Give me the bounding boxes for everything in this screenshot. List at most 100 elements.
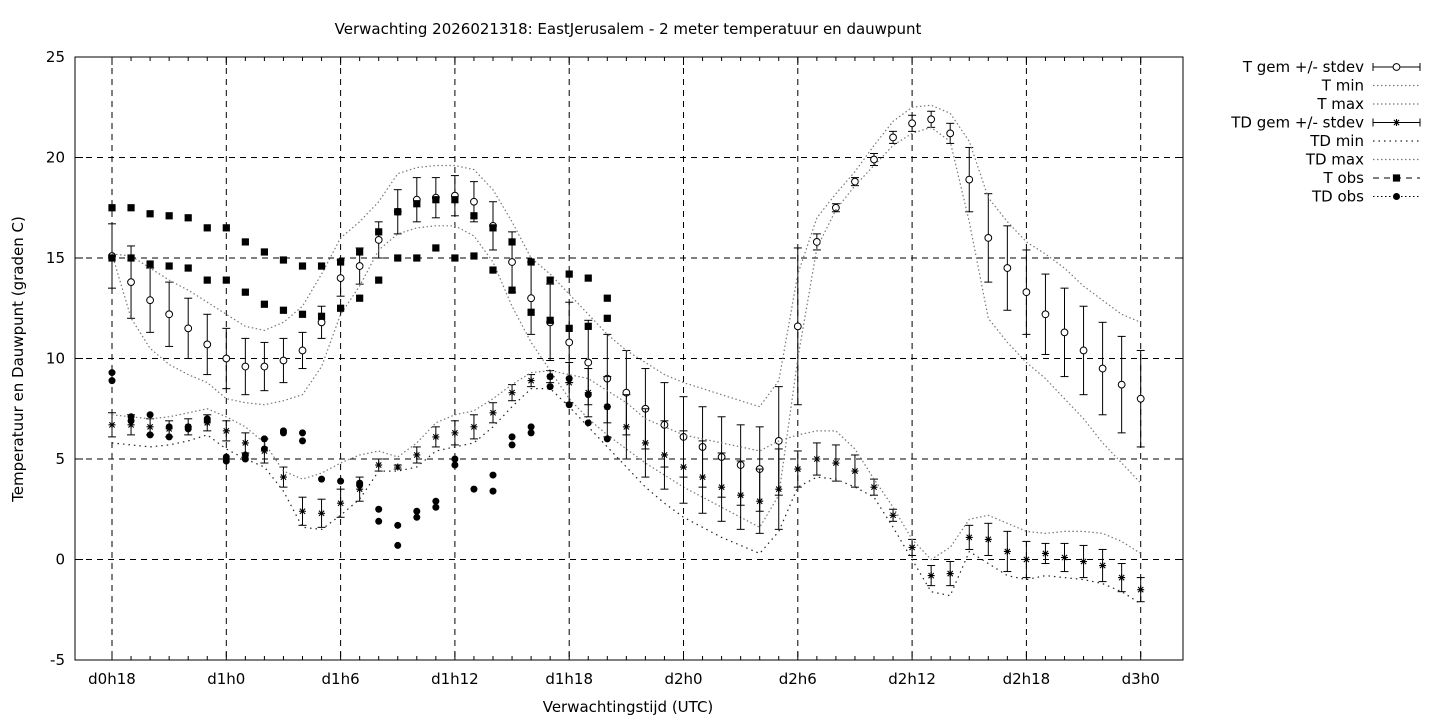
data-point	[1137, 586, 1145, 594]
data-point	[965, 533, 973, 541]
data-point	[432, 497, 440, 505]
data-point	[146, 260, 154, 268]
y-tick-label: 10	[46, 350, 65, 368]
x-tick-label: d1h18	[545, 670, 593, 688]
data-point	[279, 429, 287, 437]
data-point	[279, 306, 288, 314]
series-td-min	[111, 388, 1142, 605]
data-point	[336, 274, 345, 283]
series-line-td-min	[111, 388, 1142, 605]
legend-label-t-max: T max	[1316, 95, 1364, 113]
grid-lines	[75, 57, 1183, 660]
data-point	[927, 572, 935, 580]
data-point	[241, 455, 249, 463]
data-point	[603, 294, 611, 302]
y-tick-label: -5	[50, 651, 65, 669]
data-point	[165, 212, 173, 220]
data-point	[317, 312, 326, 320]
data-point	[374, 236, 383, 244]
data-point	[680, 463, 687, 471]
legend-marker-td-obs	[1393, 193, 1400, 200]
data-point	[108, 421, 116, 429]
data-point	[413, 254, 421, 262]
data-point	[203, 276, 211, 284]
data-point	[337, 499, 345, 507]
data-point	[432, 196, 440, 204]
legend-label-t-min: T min	[1321, 77, 1364, 95]
data-point	[337, 304, 345, 312]
legend-label-td-min: TD min	[1309, 132, 1364, 150]
data-point	[1080, 558, 1088, 566]
legend-label-td-max: TD max	[1305, 151, 1364, 169]
data-point	[241, 439, 249, 447]
data-point	[165, 310, 174, 319]
data-point	[508, 389, 516, 397]
data-point	[470, 423, 478, 431]
x-tick-label: d3h0	[1122, 670, 1160, 688]
data-point	[527, 308, 535, 316]
data-point	[470, 485, 478, 493]
series-t-obs	[108, 196, 611, 332]
data-point	[279, 473, 287, 481]
data-point	[451, 429, 459, 437]
series-td-gem-stdev	[108, 362, 1145, 603]
data-point	[146, 210, 154, 218]
data-point	[451, 254, 459, 262]
data-point	[1117, 380, 1126, 389]
data-point	[184, 264, 192, 272]
data-point	[984, 234, 993, 242]
data-point	[584, 419, 592, 427]
data-point	[870, 483, 878, 491]
data-point	[908, 543, 916, 551]
data-point	[527, 294, 535, 303]
data-point	[1060, 328, 1069, 337]
data-point	[279, 356, 288, 365]
x-tick-label: d1h0	[207, 670, 245, 688]
data-point	[1003, 547, 1011, 555]
y-tick-label: 5	[55, 450, 65, 468]
data-point	[146, 423, 154, 431]
data-point	[889, 511, 897, 519]
x-tick-label: d0h18	[88, 670, 136, 688]
data-point	[394, 254, 402, 262]
data-point	[241, 288, 249, 296]
data-point	[946, 129, 955, 138]
data-point	[203, 224, 211, 232]
x-tick-label: d2h6	[779, 670, 817, 688]
data-point	[508, 441, 516, 449]
data-point	[413, 200, 421, 208]
data-point	[222, 224, 230, 232]
legend-marker-t-obs	[1392, 174, 1401, 182]
data-point	[1022, 556, 1030, 563]
series-td-obs	[108, 369, 611, 549]
data-point	[298, 262, 307, 270]
data-point	[298, 310, 307, 318]
data-point	[299, 437, 306, 445]
data-point	[146, 411, 154, 419]
data-point	[394, 463, 402, 471]
data-point	[508, 258, 516, 266]
data-point	[565, 270, 573, 278]
data-point	[1118, 574, 1126, 582]
data-point	[260, 435, 268, 443]
data-point	[222, 354, 231, 363]
data-point	[1041, 310, 1050, 319]
data-point	[146, 431, 154, 439]
data-point	[603, 435, 611, 443]
series-layer	[108, 104, 1145, 605]
data-point	[1136, 394, 1145, 403]
data-point	[279, 256, 288, 264]
data-point	[298, 346, 307, 355]
data-point	[413, 451, 421, 459]
data-point	[546, 383, 554, 391]
data-point	[375, 276, 383, 284]
data-point	[1041, 549, 1049, 557]
data-point	[299, 429, 306, 437]
data-point	[356, 294, 364, 302]
data-point	[356, 481, 364, 489]
legend-label-td-gem-stdev: TD gem +/- stdev	[1230, 114, 1364, 132]
axis-tick-labels: -5 0 5 10 15 20 25 d0h18 d1h0 d1h6 d1h12 d1h18 d2h0 d…	[46, 48, 1183, 688]
data-point	[337, 477, 345, 485]
